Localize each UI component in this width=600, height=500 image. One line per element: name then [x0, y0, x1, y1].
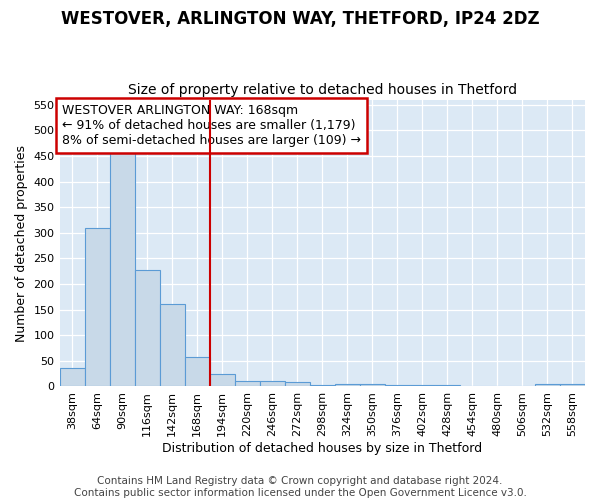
Bar: [260, 382, 285, 386]
Bar: [560, 384, 585, 386]
Bar: [59, 368, 85, 386]
Bar: [110, 154, 134, 386]
Bar: [209, 374, 235, 386]
Bar: [435, 385, 460, 386]
Text: WESTOVER ARLINGTON WAY: 168sqm
← 91% of detached houses are smaller (1,179)
8% o: WESTOVER ARLINGTON WAY: 168sqm ← 91% of …: [62, 104, 361, 147]
Bar: [85, 228, 110, 386]
Text: Contains HM Land Registry data © Crown copyright and database right 2024.
Contai: Contains HM Land Registry data © Crown c…: [74, 476, 526, 498]
Text: WESTOVER, ARLINGTON WAY, THETFORD, IP24 2DZ: WESTOVER, ARLINGTON WAY, THETFORD, IP24 …: [61, 10, 539, 28]
Bar: [385, 385, 410, 386]
Bar: [235, 382, 260, 386]
X-axis label: Distribution of detached houses by size in Thetford: Distribution of detached houses by size …: [162, 442, 482, 455]
Bar: [335, 384, 360, 386]
Bar: [410, 385, 435, 386]
Bar: [285, 382, 310, 386]
Bar: [160, 304, 185, 386]
Title: Size of property relative to detached houses in Thetford: Size of property relative to detached ho…: [128, 83, 517, 97]
Bar: [185, 358, 209, 386]
Bar: [310, 385, 335, 386]
Bar: [134, 270, 160, 386]
Bar: [360, 384, 385, 386]
Bar: [535, 384, 560, 386]
Y-axis label: Number of detached properties: Number of detached properties: [15, 144, 28, 342]
